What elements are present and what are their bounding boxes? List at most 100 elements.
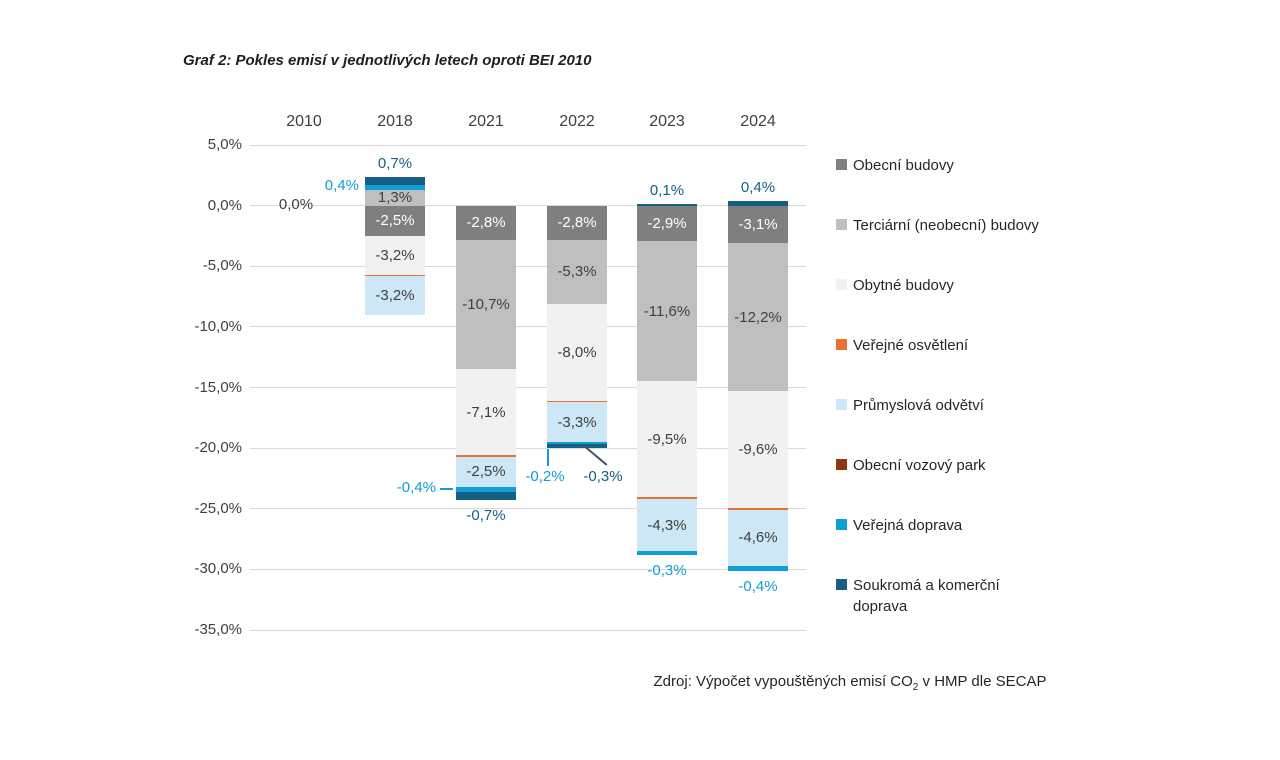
legend-item-osvetleni: Veřejné osvětlení bbox=[836, 335, 1053, 356]
bar-segment-obytne: -9,6% bbox=[728, 391, 788, 508]
bar-segment-verejna bbox=[456, 486, 516, 492]
legend-label: Terciární (neobecní) budovy bbox=[853, 217, 1039, 234]
y-tick-label: -20,0% bbox=[194, 439, 242, 457]
legend-swatch-verejna bbox=[836, 519, 847, 530]
legend-swatch-terciarni bbox=[836, 219, 847, 230]
segment-value-label: -2,8% bbox=[557, 214, 597, 232]
bar-outside-label: -0,4% bbox=[738, 577, 778, 595]
bar-segment-soukroma bbox=[365, 176, 425, 185]
y-tick-label: -35,0% bbox=[194, 621, 242, 638]
bar-segment-verejna bbox=[637, 551, 697, 555]
gridline bbox=[250, 205, 806, 207]
gridline bbox=[250, 447, 806, 449]
segment-value-label: -2,5% bbox=[375, 212, 415, 230]
label-leader-line bbox=[440, 488, 453, 491]
bar-segment-prumyslova: -3,2% bbox=[365, 275, 425, 315]
bar-outside-label: -0,4% bbox=[396, 479, 436, 497]
segment-value-label: 1,3% bbox=[377, 189, 413, 207]
y-tick-label: -30,0% bbox=[194, 560, 242, 578]
gridline bbox=[250, 508, 806, 510]
bar-segment-obecni: -2,8% bbox=[547, 205, 607, 240]
segment-value-label: -9,6% bbox=[738, 440, 778, 458]
y-tick-label: -25,0% bbox=[194, 499, 242, 517]
bar-segment-obecni: -2,8% bbox=[456, 205, 516, 240]
legend-label: Obecní vozový park bbox=[853, 457, 986, 474]
legend-item-vozovy: Obecní vozový park bbox=[836, 455, 1053, 476]
bar-segment-terciarni: -10,7% bbox=[456, 239, 516, 370]
chart-title: Graf 2: Pokles emisí v jednotlivých lete… bbox=[183, 52, 592, 69]
bar-segment-soukroma bbox=[456, 491, 516, 501]
legend-item-obytne: Obytné budovy bbox=[836, 275, 1053, 296]
segment-value-label: -9,5% bbox=[647, 430, 687, 448]
bar-segment-verejna bbox=[728, 565, 788, 571]
legend-swatch-vozovy bbox=[836, 459, 847, 470]
segment-value-label: -3,3% bbox=[557, 413, 597, 431]
bar-segment-osvetleni bbox=[728, 507, 788, 510]
gridline bbox=[250, 144, 806, 146]
legend-item-terciarni: Terciární (neobecní) budovy bbox=[836, 215, 1053, 236]
legend-item-prumyslova: Průmyslová odvětví bbox=[836, 395, 1053, 416]
legend-item-obecni: Obecní budovy bbox=[836, 155, 1053, 176]
y-tick-label: -5,0% bbox=[202, 257, 242, 275]
label-leader-line bbox=[547, 449, 549, 467]
segment-value-label: -3,1% bbox=[738, 215, 778, 233]
bar-segment-terciarni: -5,3% bbox=[547, 239, 607, 304]
legend-label: Obytné budovy bbox=[853, 277, 954, 294]
bar-segment-soukroma bbox=[637, 204, 697, 206]
source-co2-subscript: 2 bbox=[912, 682, 919, 693]
bar-segment-terciarni: 1,3% bbox=[365, 189, 425, 207]
gridline bbox=[250, 568, 806, 570]
bar-segment-obytne: -9,5% bbox=[637, 381, 697, 497]
year-label: 2021 bbox=[468, 113, 504, 130]
segment-value-label: -2,9% bbox=[647, 214, 687, 232]
y-tick-label: -10,0% bbox=[194, 317, 242, 335]
legend-label: Průmyslová odvětví bbox=[853, 397, 984, 414]
bar-segment-osvetleni bbox=[456, 455, 516, 457]
legend-swatch-obecni bbox=[836, 159, 847, 170]
segment-value-label: -4,6% bbox=[738, 529, 778, 547]
legend-label: Veřejná doprava bbox=[853, 517, 963, 534]
bar-outside-label: -0,7% bbox=[466, 507, 506, 525]
legend-swatch-prumyslova bbox=[836, 399, 847, 410]
bar-segment-obytne: -3,2% bbox=[365, 235, 425, 275]
gridline bbox=[250, 265, 806, 267]
legend-label: Obecní budovy bbox=[853, 157, 954, 174]
legend-label: Veřejné osvětlení bbox=[853, 337, 969, 354]
bar-segment-soukroma bbox=[547, 444, 607, 449]
source-note: Zdroj: Výpočet vypouštěných emisí CO2 v … bbox=[580, 673, 1120, 693]
source-text: Zdroj: Výpočet vypouštěných emisí CO bbox=[653, 673, 913, 690]
bar-segment-soukroma bbox=[728, 200, 788, 206]
legend-swatch-osvetleni bbox=[836, 339, 847, 350]
bar-outside-label: -0,3% bbox=[583, 468, 623, 486]
bar-segment-prumyslova: -2,5% bbox=[456, 456, 516, 487]
gridline bbox=[250, 326, 806, 328]
bar-segment-verejna bbox=[547, 442, 607, 445]
segment-value-label: -4,3% bbox=[647, 516, 687, 534]
segment-value-label: -2,8% bbox=[466, 214, 506, 232]
bar-segment-osvetleni bbox=[637, 496, 697, 500]
bar-segment-verejna bbox=[365, 185, 425, 190]
bar-segment-osvetleni bbox=[365, 274, 425, 276]
year-label: 2023 bbox=[649, 113, 685, 130]
segment-value-label: -7,1% bbox=[466, 403, 506, 421]
segment-value-label: -12,2% bbox=[734, 308, 782, 326]
bar-segment-terciarni: -11,6% bbox=[637, 240, 697, 382]
source-text-suffix: v HMP dle SECAP bbox=[918, 673, 1047, 690]
year-label: 2022 bbox=[559, 113, 595, 130]
gridline bbox=[250, 387, 806, 388]
legend-label: Soukromá a komerční doprava bbox=[853, 577, 1000, 615]
legend-swatch-soukroma bbox=[836, 579, 847, 590]
segment-value-label: -5,3% bbox=[557, 263, 597, 281]
bar-outside-label: 0,7% bbox=[377, 154, 413, 172]
year-label: 2018 bbox=[377, 113, 413, 130]
bar-segment-prumyslova: -3,3% bbox=[547, 402, 607, 443]
legend-swatch-obytne bbox=[836, 279, 847, 290]
y-tick-label: 5,0% bbox=[207, 136, 242, 153]
bar-outside-label: -0,2% bbox=[525, 468, 565, 486]
segment-value-label: -11,6% bbox=[643, 302, 691, 320]
year-label: 2024 bbox=[740, 113, 776, 130]
y-tick-label: 0,0% bbox=[207, 196, 242, 214]
bar-outside-label: 0,4% bbox=[324, 177, 359, 195]
bar-segment-prumyslova: -4,6% bbox=[728, 509, 788, 566]
